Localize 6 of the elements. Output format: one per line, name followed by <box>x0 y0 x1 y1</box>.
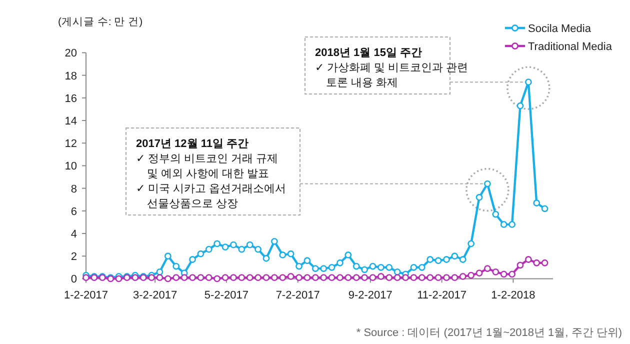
annotation: 2018년 1월 15일 주간 ✓ 가상화폐 및 비트코인과 관련 토론 내용 화제 <box>304 36 468 94</box>
annotation: * Source : 데이터 (2017년 1월~2018년 1월, 주간 단위) <box>356 327 622 339</box>
annotation: 2017년 12월 11일 주간 ✓ 정부의 비트코인 거래 규제 및 예외 사항에 대한 발표 ✓ 미국 시카고 옵션거래소에서 선물상품으로 상장 <box>136 138 286 210</box>
annotation: 2018년 1월 15일 주간 ✓ 가상화폐 및 비트코인과 관련 토론 내용 화제 <box>315 47 468 89</box>
ylabel: (게시글 수: 만 건) <box>58 16 143 28</box>
annotation: 2017년 12월 11일 주간 ✓ 정부의 비트코인 거래 규제 및 예외 사항에 대한 발표 ✓ 미국 시카고 옵션거래소에서 선물상품으로 상장 <box>126 128 300 216</box>
